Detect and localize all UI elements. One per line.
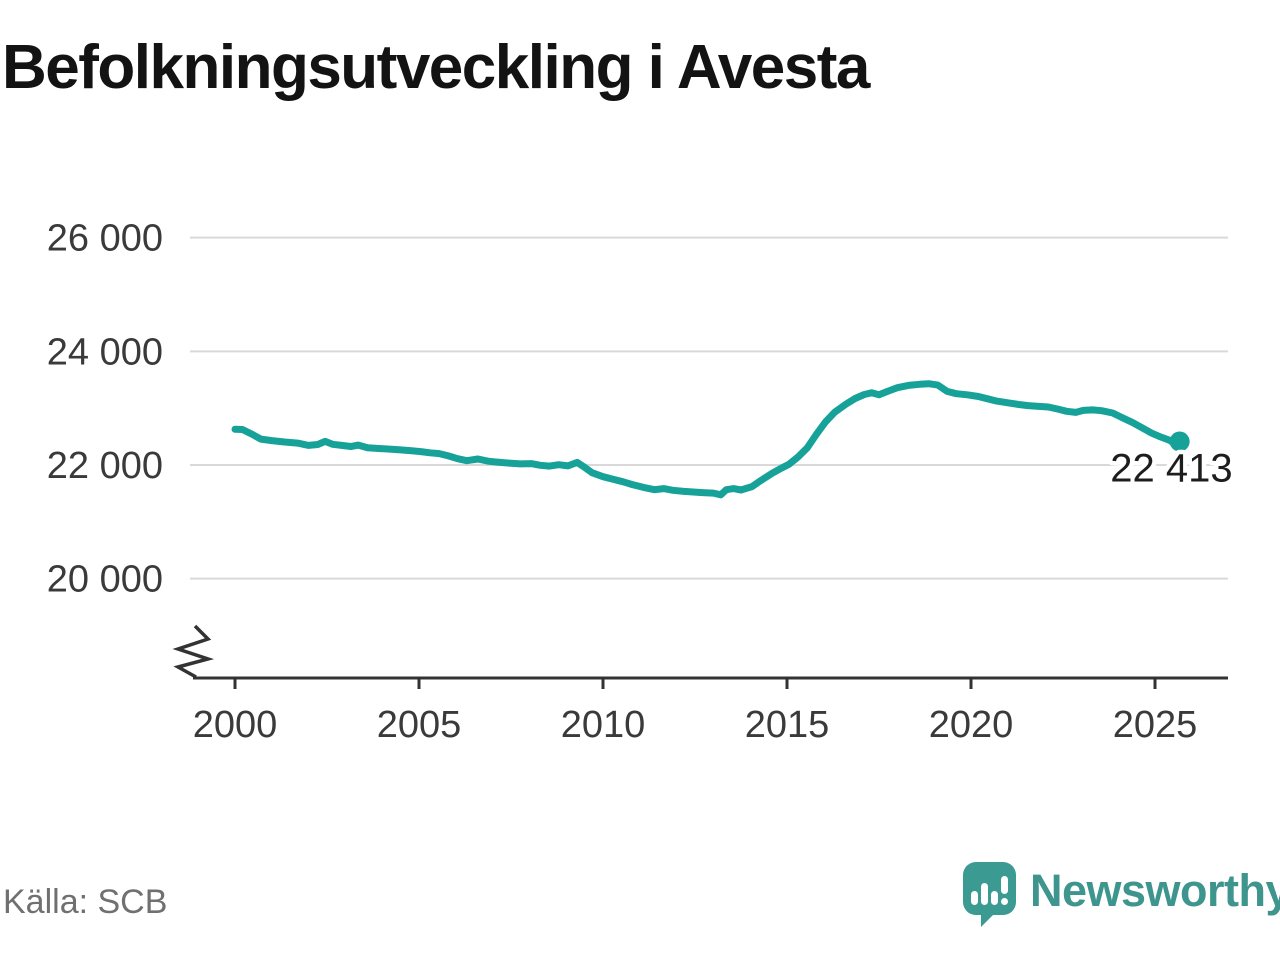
newsworthy-logo: Newsworthy [963, 860, 1280, 930]
x-tick-label: 2025 [1113, 704, 1198, 746]
x-tick-label: 2005 [377, 704, 462, 746]
speech-bubble-bar-chart-icon [963, 862, 1016, 915]
logo-bar-icon [981, 883, 988, 905]
source-note: Källa: SCB [3, 883, 168, 921]
brand-wordmark: Newsworthy [1030, 865, 1280, 916]
logo-bar-icon [971, 891, 978, 905]
logo-bar-icon [991, 891, 998, 905]
axis-break-icon [172, 624, 215, 679]
logo-exclamation-dot-icon [1001, 898, 1008, 905]
page-title: Befolkningsutveckling i Avesta [2, 33, 870, 102]
x-tick-label: 2020 [929, 704, 1014, 746]
x-tick-label: 2015 [745, 704, 830, 746]
latest-value-label: 22 413 [1110, 447, 1232, 491]
y-tick-label: 22 000 [47, 445, 163, 487]
y-tick-label: 24 000 [47, 331, 163, 373]
y-tick-label: 26 000 [47, 218, 163, 260]
latest-point-dot [1169, 431, 1190, 452]
population-line [231, 380, 1184, 499]
speech-bubble-tail-icon [981, 910, 998, 927]
y-tick-label: 20 000 [47, 559, 163, 601]
logo-exclamation-icon [1001, 876, 1008, 894]
x-tick-label: 2000 [193, 704, 278, 746]
x-tick-label: 2010 [561, 704, 646, 746]
